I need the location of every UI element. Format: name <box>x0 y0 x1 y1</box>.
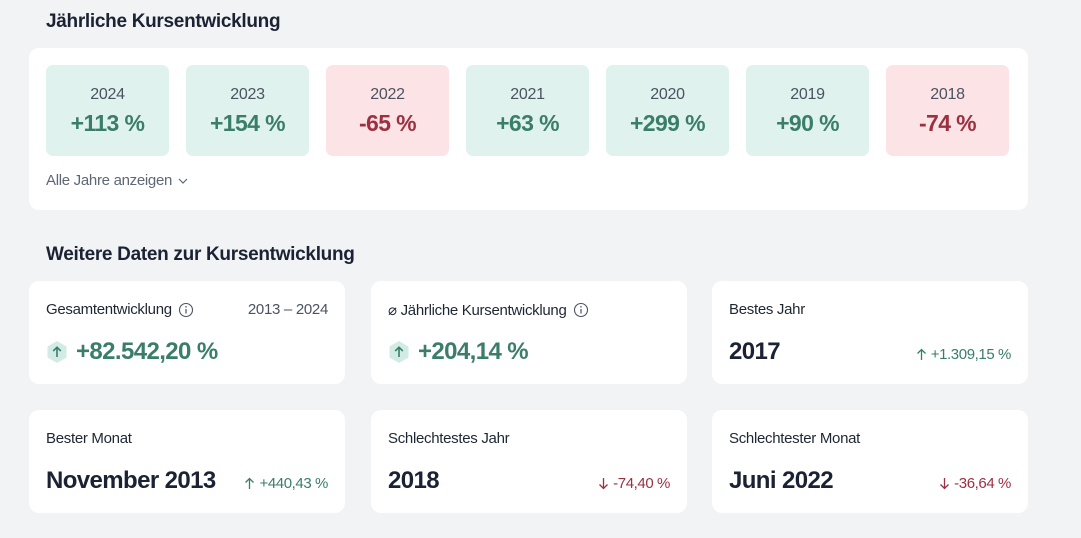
best-year-card: Bestes Jahr 2017 +1.309,15 % <box>712 281 1028 384</box>
year-tile-year: 2022 <box>370 86 405 103</box>
worst-year-label: Schlechtestes Jahr <box>388 430 510 447</box>
avg-annual-value-row: +204,14 % <box>388 338 529 366</box>
show-all-years-label: Alle Jahre anzeigen <box>46 172 173 189</box>
avg-annual-label: ⌀ Jährliche Kursentwicklung <box>388 302 567 319</box>
annual-performance-card: 2024 +113 % 2023 +154 % 2022 -65 % 2021 +63 % 20… <box>29 48 1028 210</box>
best-month-label: Bester Monat <box>46 430 132 447</box>
arrow-up-badge-icon <box>389 341 409 363</box>
total-performance-card: Gesamtentwicklung 2013 – 2024 +82.542,20… <box>29 281 345 384</box>
arrow-up-icon <box>916 348 926 360</box>
more-data-title: Weitere Daten zur Kursentwicklung <box>46 244 355 265</box>
year-tile-value: +90 % <box>776 110 839 136</box>
year-tile-2021: 2021 +63 % <box>466 65 589 156</box>
info-icon[interactable] <box>573 302 589 318</box>
arrow-down-icon <box>940 478 950 490</box>
best-month-change-row: +440,43 % <box>244 475 328 492</box>
best-year-change-row: +1.309,15 % <box>916 346 1011 363</box>
year-tile-2023: 2023 +154 % <box>186 65 309 156</box>
worst-year-change-row: -74,40 % <box>598 475 670 492</box>
total-performance-label: Gesamtentwicklung <box>46 301 172 318</box>
worst-month-card: Schlechtester Monat Juni 2022 -36,64 % <box>712 410 1028 513</box>
arrow-up-badge-icon <box>47 341 67 363</box>
best-month-change: +440,43 % <box>259 475 328 492</box>
info-icon[interactable] <box>178 302 194 318</box>
avg-annual-value: +204,14 % <box>418 338 529 365</box>
year-tile-2024: 2024 +113 % <box>46 65 169 156</box>
worst-year-change: -74,40 % <box>613 475 670 492</box>
worst-month-label: Schlechtester Monat <box>729 430 861 447</box>
year-tile-2018: 2018 -74 % <box>886 65 1009 156</box>
year-tile-value: -65 % <box>358 110 417 136</box>
avg-annual-performance-card: ⌀ Jährliche Kursentwicklung +204,14 % <box>371 281 687 384</box>
year-tile-value: +154 % <box>209 110 286 136</box>
total-performance-value: +82.542,20 % <box>76 338 218 365</box>
year-tile-2019: 2019 +90 % <box>746 65 869 156</box>
year-tile-value: +113 % <box>70 110 145 136</box>
year-tile-value: +299 % <box>629 110 706 136</box>
year-tile-value: +63 % <box>496 110 559 136</box>
year-tiles: 2024 +113 % 2023 +154 % 2022 -65 % 2021 +63 % 20… <box>46 65 1009 156</box>
year-tile-2022: 2022 -65 % <box>326 65 449 156</box>
best-year-change: +1.309,15 % <box>930 346 1012 363</box>
year-tile-year: 2018 <box>930 86 965 103</box>
best-month-card: Bester Monat November 2013 +440,43 % <box>29 410 345 513</box>
year-tile-year: 2021 <box>510 86 545 103</box>
year-tile-year: 2020 <box>650 86 685 103</box>
worst-month-change-row: -36,64 % <box>939 475 1011 492</box>
worst-month-change: -36,64 % <box>954 475 1011 492</box>
chevron-down-icon <box>178 178 188 184</box>
show-all-years-button[interactable]: Alle Jahre anzeigen <box>46 172 188 189</box>
worst-year-card: Schlechtestes Jahr 2018 -74,40 % <box>371 410 687 513</box>
year-tile-year: 2023 <box>230 86 265 103</box>
worst-month-value: Juni 2022 <box>729 467 834 494</box>
best-year-value: 2017 <box>729 338 781 365</box>
year-tile-year: 2019 <box>790 86 825 103</box>
arrow-down-icon <box>599 478 609 490</box>
annual-performance-title: Jährliche Kursentwicklung <box>46 11 281 32</box>
year-tile-2020: 2020 +299 % <box>606 65 729 156</box>
avg-annual-label-row: ⌀ Jährliche Kursentwicklung <box>388 301 589 319</box>
year-tile-value: -74 % <box>918 110 977 136</box>
arrow-up-icon <box>245 477 255 489</box>
total-performance-range: 2013 – 2024 <box>247 301 328 318</box>
total-performance-value-row: +82.542,20 % <box>46 338 218 366</box>
best-month-value: November 2013 <box>46 467 216 494</box>
best-year-label: Bestes Jahr <box>729 301 805 318</box>
total-performance-label-row: Gesamtentwicklung <box>46 301 194 318</box>
year-tile-year: 2024 <box>90 86 125 103</box>
worst-year-value: 2018 <box>388 467 440 494</box>
